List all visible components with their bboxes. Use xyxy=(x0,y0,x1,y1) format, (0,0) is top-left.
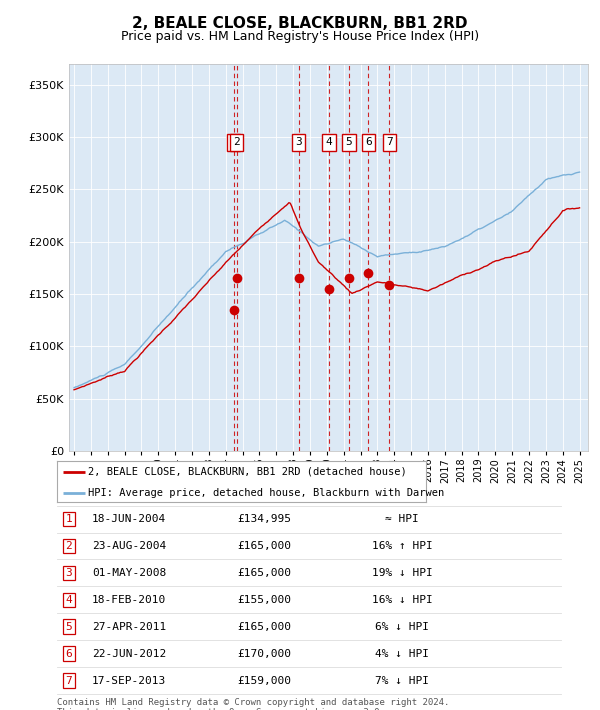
Text: 17-SEP-2013: 17-SEP-2013 xyxy=(92,676,166,686)
Text: 4: 4 xyxy=(326,137,332,148)
Text: 5: 5 xyxy=(65,622,73,632)
Text: £165,000: £165,000 xyxy=(237,541,291,551)
Text: 6% ↓ HPI: 6% ↓ HPI xyxy=(375,622,429,632)
Text: 1: 1 xyxy=(230,137,237,148)
Text: HPI: Average price, detached house, Blackburn with Darwen: HPI: Average price, detached house, Blac… xyxy=(88,488,445,498)
Text: 5: 5 xyxy=(346,137,352,148)
Text: 6: 6 xyxy=(365,137,372,148)
Text: 4% ↓ HPI: 4% ↓ HPI xyxy=(375,649,429,659)
Text: £165,000: £165,000 xyxy=(237,622,291,632)
Text: 7: 7 xyxy=(386,137,393,148)
Text: 27-APR-2011: 27-APR-2011 xyxy=(92,622,166,632)
Text: Contains HM Land Registry data © Crown copyright and database right 2024.
This d: Contains HM Land Registry data © Crown c… xyxy=(57,698,449,710)
Text: 3: 3 xyxy=(65,568,73,578)
Text: £134,995: £134,995 xyxy=(237,514,291,524)
Text: 16% ↑ HPI: 16% ↑ HPI xyxy=(371,541,433,551)
Text: 7: 7 xyxy=(65,676,73,686)
Text: 16% ↓ HPI: 16% ↓ HPI xyxy=(371,595,433,605)
Text: 2: 2 xyxy=(233,137,240,148)
Text: £170,000: £170,000 xyxy=(237,649,291,659)
Text: 23-AUG-2004: 23-AUG-2004 xyxy=(92,541,166,551)
Text: 6: 6 xyxy=(65,649,73,659)
Text: 01-MAY-2008: 01-MAY-2008 xyxy=(92,568,166,578)
Text: £165,000: £165,000 xyxy=(237,568,291,578)
Text: ≈ HPI: ≈ HPI xyxy=(385,514,419,524)
Text: £155,000: £155,000 xyxy=(237,595,291,605)
Text: Price paid vs. HM Land Registry's House Price Index (HPI): Price paid vs. HM Land Registry's House … xyxy=(121,30,479,43)
Text: 2: 2 xyxy=(65,541,73,551)
Text: 22-JUN-2012: 22-JUN-2012 xyxy=(92,649,166,659)
Text: 3: 3 xyxy=(295,137,302,148)
Text: 1: 1 xyxy=(65,514,73,524)
Text: 18-FEB-2010: 18-FEB-2010 xyxy=(92,595,166,605)
Text: 4: 4 xyxy=(65,595,73,605)
Text: 2, BEALE CLOSE, BLACKBURN, BB1 2RD (detached house): 2, BEALE CLOSE, BLACKBURN, BB1 2RD (deta… xyxy=(88,467,407,477)
Text: £159,000: £159,000 xyxy=(237,676,291,686)
Text: 19% ↓ HPI: 19% ↓ HPI xyxy=(371,568,433,578)
Text: 18-JUN-2004: 18-JUN-2004 xyxy=(92,514,166,524)
Text: 7% ↓ HPI: 7% ↓ HPI xyxy=(375,676,429,686)
Text: 2, BEALE CLOSE, BLACKBURN, BB1 2RD: 2, BEALE CLOSE, BLACKBURN, BB1 2RD xyxy=(132,16,468,31)
